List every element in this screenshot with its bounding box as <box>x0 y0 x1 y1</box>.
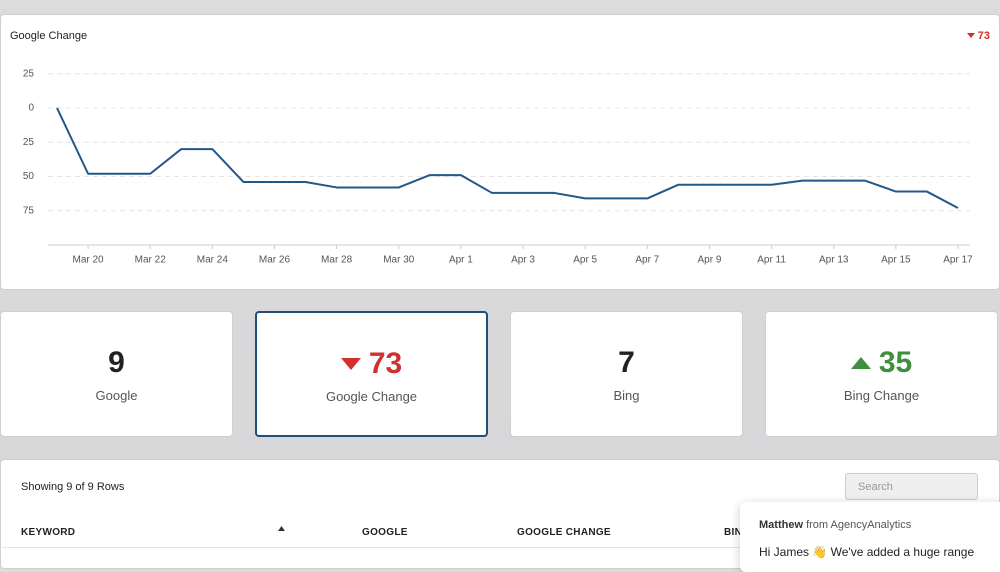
x-tick-label: Mar 30 <box>383 255 415 266</box>
y-tick-label: 0 <box>28 103 34 114</box>
y-tick-label: 50 <box>23 171 35 182</box>
kpi-value: 9 <box>108 346 125 379</box>
kpi-label: Google <box>95 388 138 403</box>
kpi-card[interactable]: 9 Google <box>0 311 233 437</box>
x-tick-label: Apr 15 <box>881 255 911 266</box>
data-line <box>56 107 959 209</box>
up-arrow <box>850 357 871 369</box>
kpi-card-selected[interactable]: 73 Google Change <box>255 311 488 437</box>
header-change: 73 <box>978 30 990 42</box>
x-tick-label: Apr 1 <box>449 255 473 266</box>
y-tick-label: 25 <box>23 137 35 148</box>
x-tick-label: Apr 7 <box>635 255 659 266</box>
kpi-card[interactable]: 7 Bing <box>510 311 743 437</box>
x-tick-label: Mar 22 <box>135 255 167 266</box>
x-tick-label: Apr 11 <box>757 255 786 266</box>
column-header[interactable]: BIN <box>724 527 743 538</box>
kpi-label: Bing Change <box>843 388 920 403</box>
chat-sender: Matthew <box>759 519 803 531</box>
kpi-label: Bing <box>613 388 640 403</box>
kpi-card[interactable]: 35 Bing Change <box>765 311 998 437</box>
row-count: Showing 9 of 9 Rows <box>21 481 125 493</box>
kpi-value: 7 <box>618 346 635 379</box>
column-header[interactable]: KEYWORD <box>21 527 76 538</box>
down-arrow <box>967 33 975 38</box>
kpi-value: 73 <box>368 347 403 380</box>
table-divider <box>0 547 1000 548</box>
x-tick-label: Apr 17 <box>943 255 973 266</box>
chart-card <box>0 14 1000 290</box>
x-tick-label: Mar 28 <box>321 255 353 266</box>
x-tick-label: Mar 20 <box>73 255 105 266</box>
chat-popup[interactable]: Matthew from AgencyAnalytics Hi James 👋 … <box>740 502 1000 572</box>
chart-title: Google Change <box>10 30 87 42</box>
column-header[interactable]: GOOGLE CHANGE <box>517 527 611 538</box>
x-tick-label: Apr 5 <box>573 255 597 266</box>
chat-message: Hi James 👋 We've added a huge range <box>759 545 975 559</box>
x-tick-label: Apr 9 <box>697 255 721 266</box>
x-tick-label: Apr 13 <box>819 255 849 266</box>
sort-icon <box>278 526 285 531</box>
column-header[interactable]: GOOGLE <box>362 527 408 538</box>
y-tick-label: 75 <box>23 205 35 216</box>
down-arrow <box>340 358 361 370</box>
chat-org: from AgencyAnalytics <box>806 519 912 531</box>
chart: Google Change 73 25 0 25 50 75 Mar 20 Mar 22 Ma… <box>10 30 990 266</box>
kpi-value: 35 <box>878 346 913 379</box>
y-tick-label: 25 <box>23 68 35 79</box>
x-tick-label: Mar 24 <box>197 255 229 266</box>
kpi-label: Google Change <box>325 389 418 404</box>
x-tick-label: Mar 26 <box>259 255 291 266</box>
x-tick-label: Apr 3 <box>511 255 535 266</box>
search-input[interactable]: Search <box>845 473 978 500</box>
